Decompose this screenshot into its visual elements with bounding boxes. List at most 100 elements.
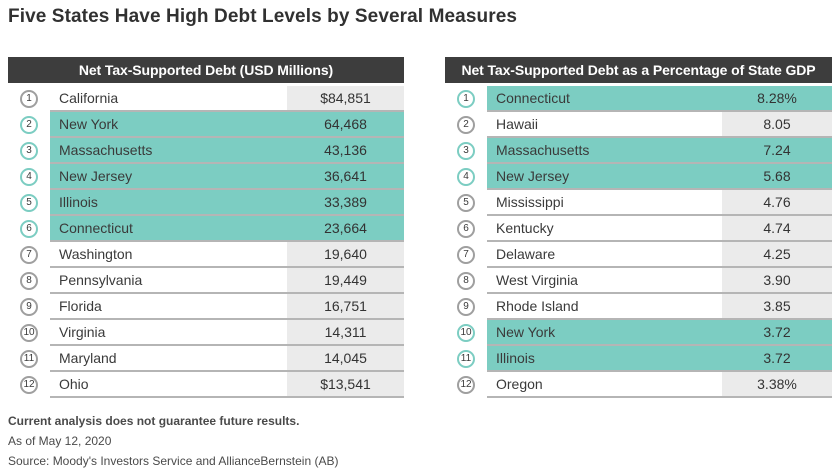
- row-body: New York 3.72: [487, 320, 832, 346]
- rank-gutter: 9: [8, 294, 50, 320]
- state-label: Pennsylvania: [59, 272, 143, 288]
- table-row: 2 Hawaii 8.05: [445, 112, 832, 138]
- rank-badge: 3: [20, 142, 38, 160]
- debt-pct-gdp-table: Net Tax-Supported Debt as a Percentage o…: [445, 57, 832, 398]
- value-cell: 4.76: [722, 190, 832, 214]
- footer-as-of-date: As of May 12, 2020: [8, 434, 112, 448]
- value-cell: 3.72: [763, 324, 791, 340]
- value-cell: 14,045: [287, 346, 404, 370]
- rank-badge: 8: [20, 272, 38, 290]
- value-cell: 33,389: [324, 194, 367, 210]
- rank-badge: 4: [20, 168, 38, 186]
- row-body: Pennsylvania 19,449: [50, 268, 404, 294]
- row-body: Hawaii 8.05: [487, 112, 832, 138]
- rank-badge: 6: [20, 220, 38, 238]
- state-label: Hawaii: [496, 116, 539, 132]
- value-cell: 19,449: [287, 268, 404, 292]
- table-row: 7 Delaware 4.25: [445, 242, 832, 268]
- footer-source: Source: Moody's Investors Service and Al…: [8, 454, 339, 468]
- state-label: New Jersey: [59, 168, 133, 184]
- rank-gutter: 3: [445, 138, 487, 164]
- value-cell: 36,641: [324, 168, 367, 184]
- table-row: 4 New Jersey 5.68: [445, 164, 832, 190]
- value-cell: 4.25: [722, 242, 832, 266]
- rank-gutter: 4: [8, 164, 50, 190]
- rank-badge: 1: [20, 90, 38, 108]
- rank-badge: 9: [20, 298, 38, 316]
- rank-badge: 7: [20, 246, 38, 264]
- row-body: Maryland 14,045: [50, 346, 404, 372]
- table-row: 9 Florida 16,751: [8, 294, 404, 320]
- table-row: 8 West Virginia 3.90: [445, 268, 832, 294]
- value-cell: 7.24: [763, 142, 791, 158]
- row-body: Delaware 4.25: [487, 242, 832, 268]
- table-row: 3 Massachusetts 43,136: [8, 138, 404, 164]
- rank-badge: 11: [457, 350, 475, 368]
- table-row: 1 California $84,851: [8, 86, 404, 112]
- table-row: 5 Illinois 33,389: [8, 190, 404, 216]
- value-cell: $84,851: [287, 86, 404, 110]
- state-label: Mississippi: [496, 194, 564, 210]
- row-body: Connecticut 23,664: [50, 216, 404, 242]
- state-label: Massachusetts: [59, 142, 153, 158]
- value-cell: 19,640: [287, 242, 404, 266]
- row-body: Connecticut 8.28%: [487, 86, 832, 112]
- table-row: 10 Virginia 14,311: [8, 320, 404, 346]
- rank-badge: 2: [457, 116, 475, 134]
- state-label: Virginia: [59, 324, 106, 340]
- row-body: Virginia 14,311: [50, 320, 404, 346]
- value-cell: 43,136: [324, 142, 367, 158]
- rank-gutter: 1: [445, 86, 487, 112]
- state-label: Florida: [59, 298, 102, 314]
- value-cell: 8.05: [722, 112, 832, 136]
- row-body: Rhode Island 3.85: [487, 294, 832, 320]
- table-row: 6 Kentucky 4.74: [445, 216, 832, 242]
- value-cell: 3.90: [722, 268, 832, 292]
- rank-gutter: 7: [8, 242, 50, 268]
- table-rows: 1 Connecticut 8.28% 2 Hawaii 8.05 3 Massachuset…: [445, 86, 832, 398]
- table-row: 11 Maryland 14,045: [8, 346, 404, 372]
- row-body: Kentucky 4.74: [487, 216, 832, 242]
- rank-badge: 5: [457, 194, 475, 212]
- state-label: Connecticut: [496, 90, 570, 106]
- rank-gutter: 7: [445, 242, 487, 268]
- state-label: Maryland: [59, 350, 117, 366]
- row-body: Massachusetts 7.24: [487, 138, 832, 164]
- rank-badge: 9: [457, 298, 475, 316]
- rank-gutter: 5: [8, 190, 50, 216]
- state-label: Delaware: [496, 246, 556, 262]
- rank-gutter: 11: [8, 346, 50, 372]
- rank-gutter: 4: [445, 164, 487, 190]
- table-row: 3 Massachusetts 7.24: [445, 138, 832, 164]
- state-label: Illinois: [496, 350, 535, 366]
- table-row: 2 New York 64,468: [8, 112, 404, 138]
- table-row: 1 Connecticut 8.28%: [445, 86, 832, 112]
- rank-gutter: 8: [445, 268, 487, 294]
- state-label: Massachusetts: [496, 142, 590, 158]
- row-body: Mississippi 4.76: [487, 190, 832, 216]
- state-label: Washington: [59, 246, 133, 262]
- rank-gutter: 12: [445, 372, 487, 398]
- rank-gutter: 2: [8, 112, 50, 138]
- rank-gutter: 10: [8, 320, 50, 346]
- table-rows: 1 California $84,851 2 New York 64,468 3 Massac…: [8, 86, 404, 398]
- state-label: Oregon: [496, 376, 543, 392]
- rank-gutter: 1: [8, 86, 50, 112]
- value-cell: 5.68: [763, 168, 791, 184]
- rank-badge: 7: [457, 246, 475, 264]
- row-body: Florida 16,751: [50, 294, 404, 320]
- state-label: California: [59, 90, 119, 106]
- rank-badge: 2: [20, 116, 38, 134]
- table-row: 8 Pennsylvania 19,449: [8, 268, 404, 294]
- state-label: New York: [59, 116, 119, 132]
- rank-gutter: 5: [445, 190, 487, 216]
- state-label: West Virginia: [496, 272, 578, 288]
- value-cell: 64,468: [324, 116, 367, 132]
- rank-gutter: 2: [445, 112, 487, 138]
- table-row: 12 Oregon 3.38%: [445, 372, 832, 398]
- table-row: 9 Rhode Island 3.85: [445, 294, 832, 320]
- value-cell: 14,311: [287, 320, 404, 344]
- rank-gutter: 12: [8, 372, 50, 398]
